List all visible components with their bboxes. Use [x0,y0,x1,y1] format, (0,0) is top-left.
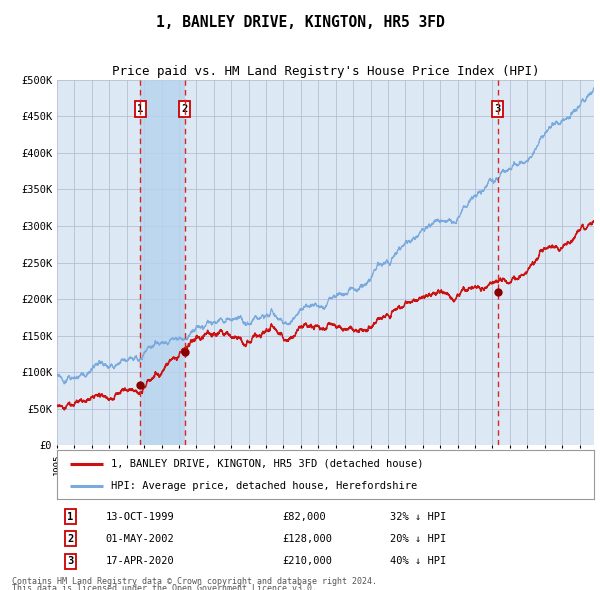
Text: 2: 2 [182,104,188,114]
Text: 2: 2 [67,534,74,544]
Text: £210,000: £210,000 [283,556,332,566]
Text: 3: 3 [67,556,74,566]
Text: 40% ↓ HPI: 40% ↓ HPI [390,556,446,566]
Text: HPI: Average price, detached house, Herefordshire: HPI: Average price, detached house, Here… [111,481,417,491]
Text: 13-OCT-1999: 13-OCT-1999 [106,512,174,522]
Text: 20% ↓ HPI: 20% ↓ HPI [390,534,446,544]
Text: 32% ↓ HPI: 32% ↓ HPI [390,512,446,522]
Text: 1, BANLEY DRIVE, KINGTON, HR5 3FD: 1, BANLEY DRIVE, KINGTON, HR5 3FD [155,15,445,30]
Text: 1: 1 [67,512,74,522]
Text: £82,000: £82,000 [283,512,326,522]
Text: 1, BANLEY DRIVE, KINGTON, HR5 3FD (detached house): 1, BANLEY DRIVE, KINGTON, HR5 3FD (detac… [111,458,423,468]
Text: 17-APR-2020: 17-APR-2020 [106,556,174,566]
Title: Price paid vs. HM Land Registry's House Price Index (HPI): Price paid vs. HM Land Registry's House … [112,65,539,78]
Text: Contains HM Land Registry data © Crown copyright and database right 2024.: Contains HM Land Registry data © Crown c… [12,577,377,586]
Text: 3: 3 [494,104,500,114]
Text: 1: 1 [137,104,143,114]
Bar [140,80,185,445]
Text: 01-MAY-2002: 01-MAY-2002 [106,534,174,544]
Text: This data is licensed under the Open Government Licence v3.0.: This data is licensed under the Open Gov… [12,584,317,590]
Text: £128,000: £128,000 [283,534,332,544]
